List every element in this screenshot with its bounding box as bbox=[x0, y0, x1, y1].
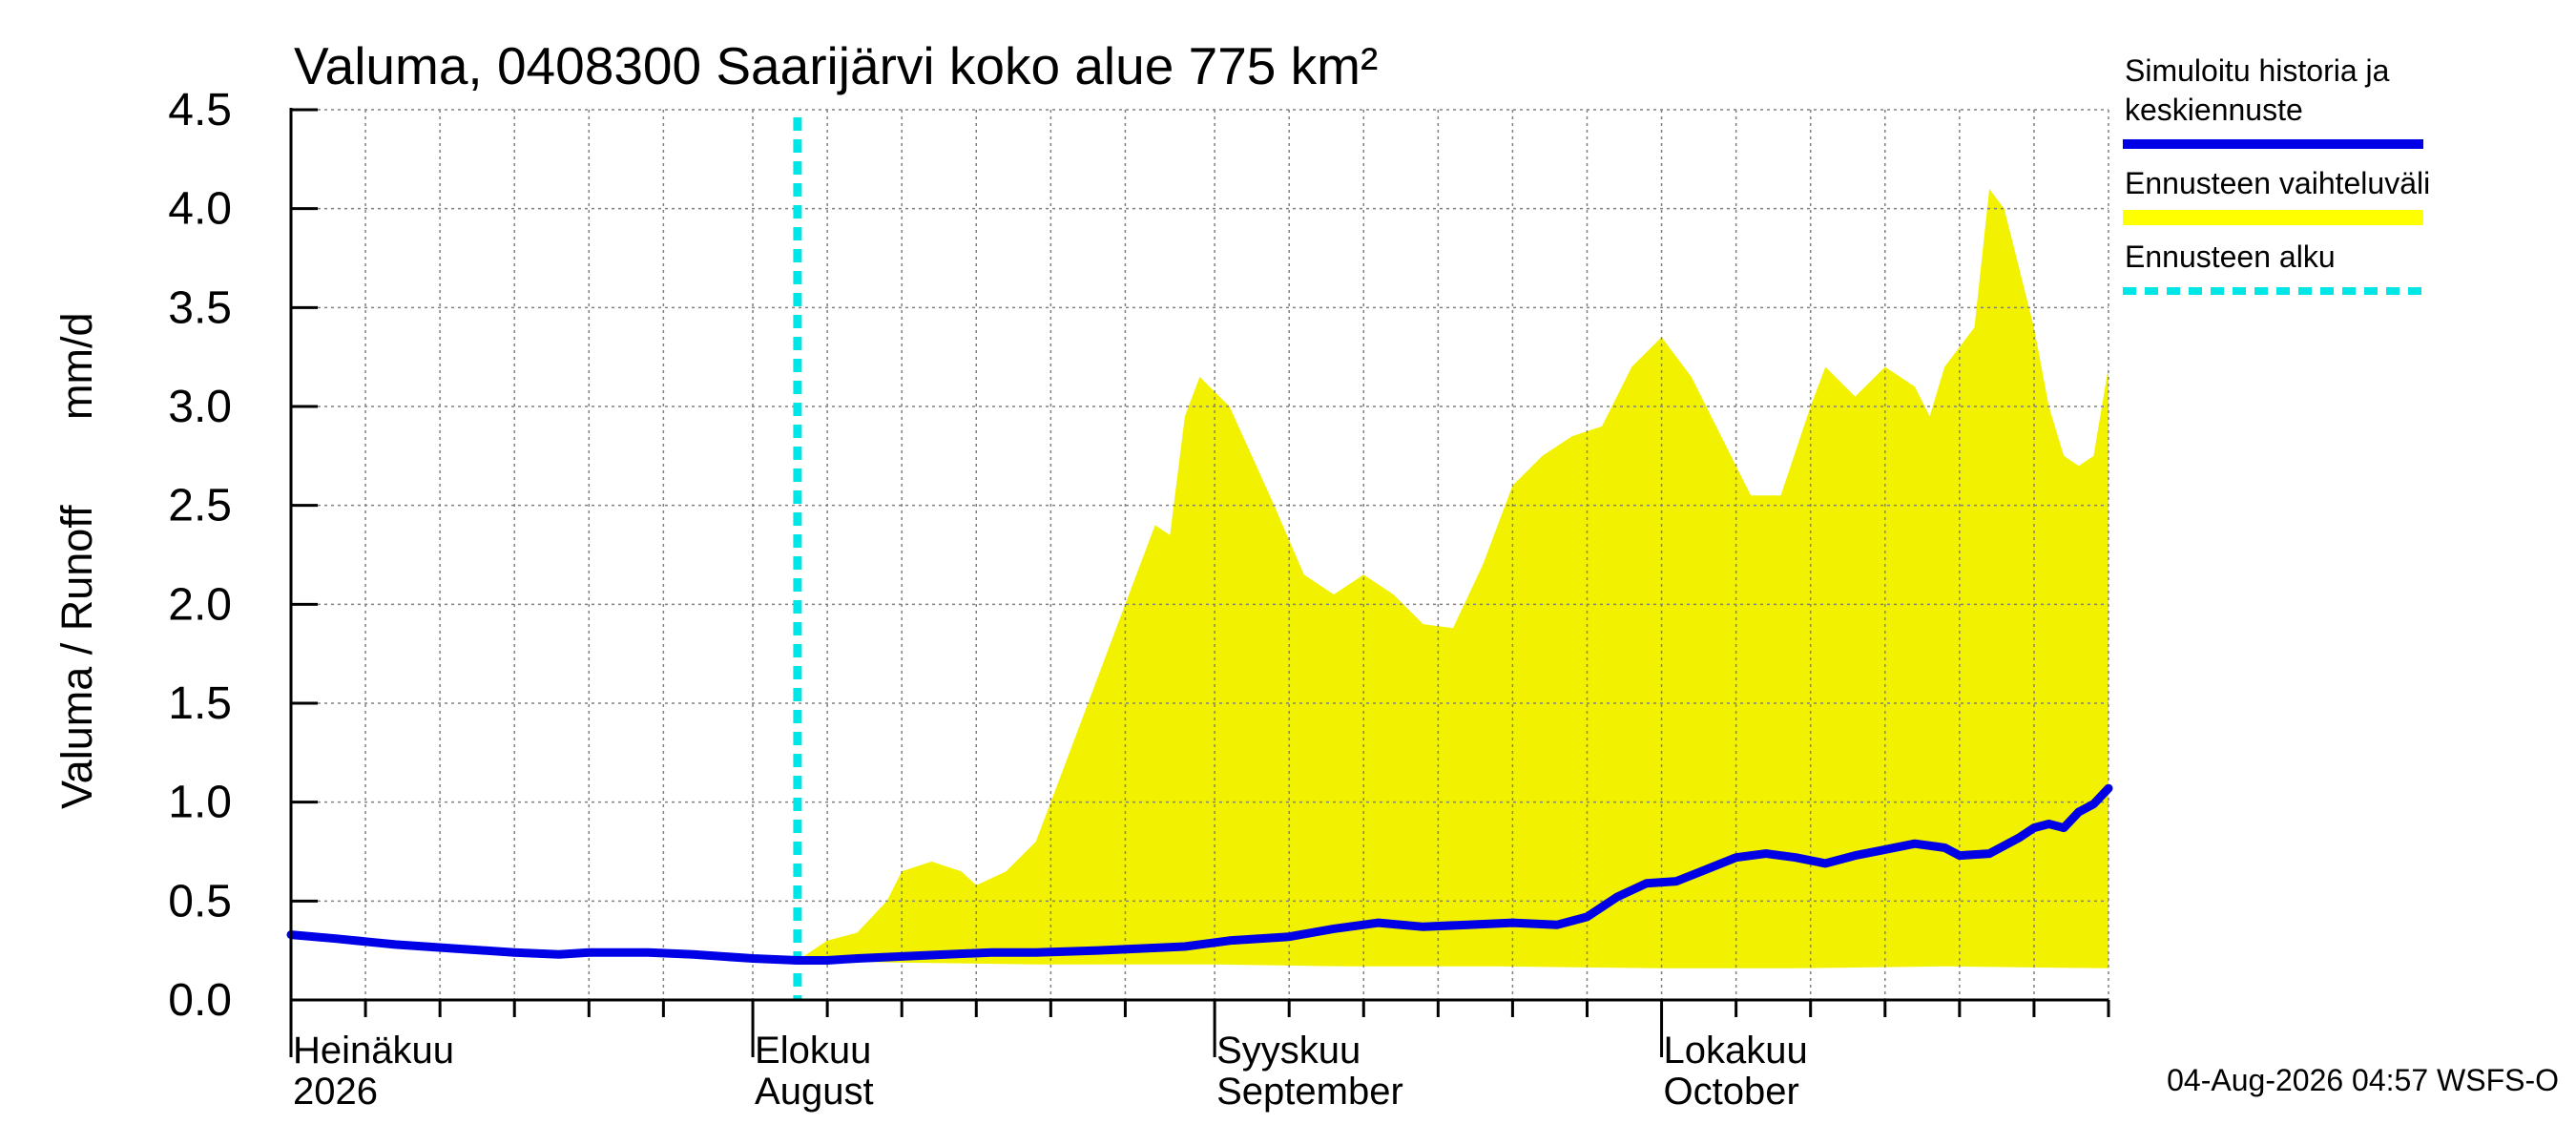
month-label-en: 2026 bbox=[293, 1071, 378, 1113]
mean-series-path bbox=[286, 783, 2113, 965]
y-tick-label: 4.5 bbox=[168, 85, 232, 135]
month-label-fi: Lokakuu bbox=[1664, 1030, 1808, 1072]
y-axis-label: Valuma / Runoff bbox=[52, 505, 101, 809]
mean-series-line bbox=[286, 783, 2113, 965]
plot-frame bbox=[289, 108, 2109, 1002]
forecast-range-area bbox=[797, 188, 2109, 968]
month-label-fi: Elokuu bbox=[755, 1030, 871, 1072]
legend-label: Simuloitu historia ja bbox=[2125, 53, 2390, 88]
y-tick-label: 2.0 bbox=[168, 579, 232, 630]
grid bbox=[290, 109, 2109, 1001]
y-tick-label: 1.5 bbox=[168, 678, 232, 729]
y-tick-label: 1.0 bbox=[168, 778, 232, 828]
y-tick-label: 3.0 bbox=[168, 382, 232, 432]
legend-label: Ennusteen vaihteluväli bbox=[2125, 166, 2430, 200]
y-tick-label: 0.0 bbox=[168, 975, 232, 1026]
legend-label: Ennusteen alku bbox=[2125, 239, 2336, 274]
y-tick-label: 0.5 bbox=[168, 876, 232, 926]
y-tick-label: 2.5 bbox=[168, 481, 232, 531]
month-label-en: October bbox=[1664, 1071, 1799, 1113]
y-axis-ticks: 0.0 0.5 1.0 1.5 2.0 2.5 3.0 3.5 4.0 4.5 bbox=[168, 85, 318, 1026]
footer-timestamp: 04-Aug-2026 04:57 WSFS-O bbox=[2167, 1063, 2559, 1097]
y-tick-label: 3.5 bbox=[168, 282, 232, 333]
month-label-en: August bbox=[755, 1071, 874, 1113]
chart-title: Valuma, 0408300 Saarijärvi koko alue 775… bbox=[294, 36, 1378, 95]
y-tick-label: 4.0 bbox=[168, 184, 232, 235]
month-label-fi: Syyskuu bbox=[1216, 1030, 1361, 1072]
month-label-en: September bbox=[1216, 1071, 1403, 1113]
legend-label: keskiennuste bbox=[2125, 93, 2303, 127]
forecast-range-band bbox=[797, 188, 2109, 968]
y-axis-unit-label: mm/d bbox=[52, 313, 101, 421]
month-label-fi: Heinäkuu bbox=[293, 1030, 454, 1072]
legend: Simuloitu historia ja keskiennuste Ennuste… bbox=[2123, 53, 2430, 295]
